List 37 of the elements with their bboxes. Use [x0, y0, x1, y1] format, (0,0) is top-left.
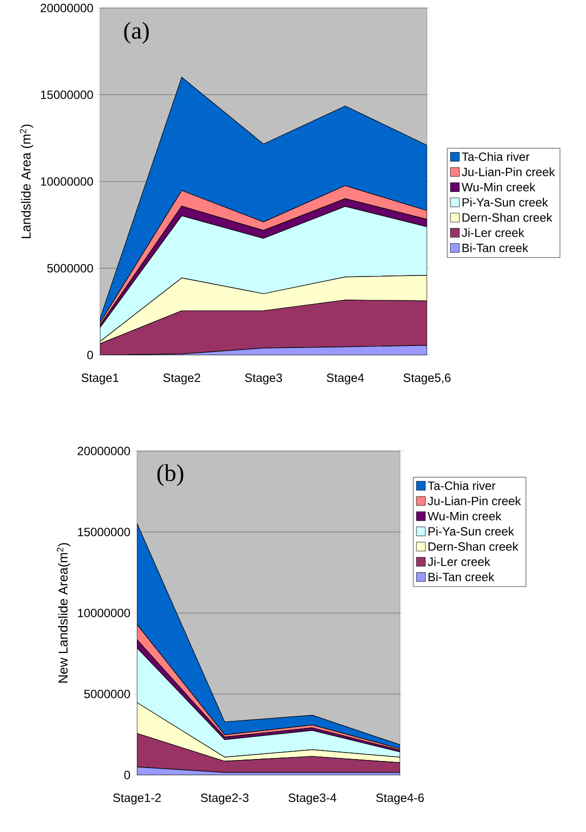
legend-label: Dern-Shan creek — [428, 542, 518, 551]
legend-label: Ji-Ler creek — [462, 228, 524, 237]
x-tick-label: Stage1 — [82, 374, 118, 384]
legend-label: Ju-Lian-Pin creek — [462, 167, 555, 176]
legend-label: Ta-Chia river — [462, 152, 530, 161]
x-tick-label: Stage3 — [245, 374, 282, 384]
legend-label: Pi-Ya-Sun creek — [428, 526, 514, 536]
y-tick-label: 5000000 — [84, 690, 130, 698]
legend-label: Ji-Ler creek — [428, 557, 490, 566]
y-tick-label: 0 — [124, 770, 130, 780]
y-tick-label: 0 — [87, 350, 94, 360]
x-tick-label: Stage4-6 — [376, 794, 424, 804]
annotation: (b) — [157, 464, 184, 486]
y-tick-label: 5000000 — [47, 264, 93, 272]
y-tick-label: 15000000 — [78, 528, 130, 536]
legend-label: Ju-Lian-Pin creek — [428, 496, 521, 506]
y-tick-label: 10000000 — [78, 608, 130, 618]
annotation: (a) — [124, 22, 149, 44]
y-tick-label: 15000000 — [40, 90, 93, 99]
y-tick-label: 20000000 — [78, 446, 130, 456]
x-tick-label: Stage1-2 — [113, 794, 161, 804]
legend-label: Bi-Tan creek — [462, 243, 528, 252]
legend-label: Ta-Chia river — [428, 481, 496, 490]
y-tick-label: 10000000 — [40, 177, 93, 186]
legend-label: Dern-Shan creek — [462, 212, 552, 222]
legend-label: Bi-Tan creek — [428, 572, 494, 582]
x-tick-label: Stage2-3 — [200, 794, 248, 804]
legend-label: Wu-Min creek — [428, 512, 502, 520]
x-tick-label: Stage5,6 — [404, 374, 450, 384]
y-axis-title: New Landslide Area(m$^{2}$) — [56, 543, 70, 683]
y-axis-title: Landslide Area (m$^{2}$) — [20, 124, 34, 238]
legend-label: Wu-Min creek — [462, 182, 536, 192]
legend-label: Pi-Ya-Sun creek — [462, 198, 548, 207]
x-tick-label: Stage2 — [163, 374, 200, 384]
x-tick-label: Stage4 — [326, 374, 364, 384]
y-tick-label: 20000000 — [40, 4, 93, 12]
x-tick-label: Stage3-4 — [288, 794, 336, 804]
